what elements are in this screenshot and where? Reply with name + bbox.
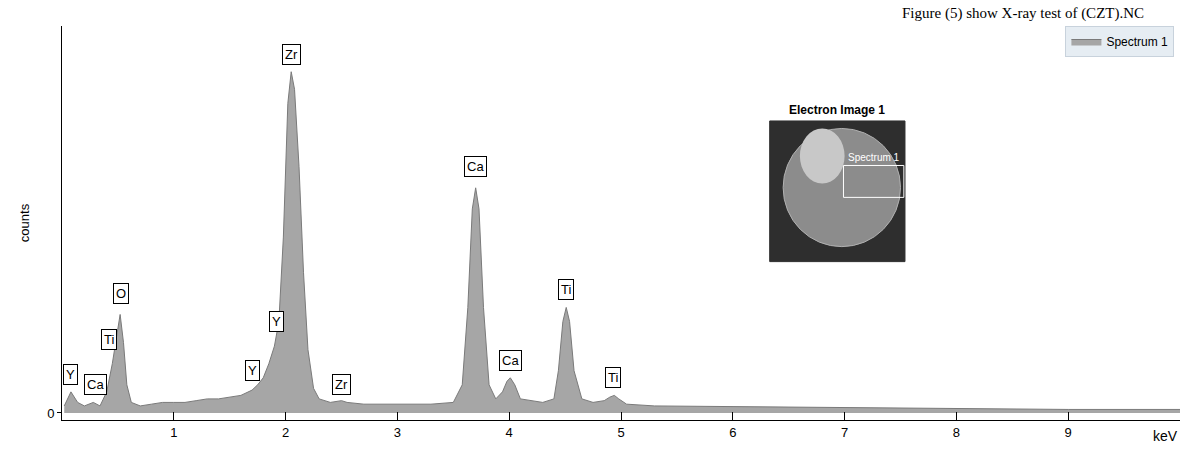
- svg-text:Zr: Zr: [285, 47, 298, 62]
- svg-text:4: 4: [506, 425, 513, 440]
- svg-text:Ca: Ca: [87, 377, 104, 392]
- svg-text:Ca: Ca: [502, 353, 519, 368]
- svg-text:Spectrum 1: Spectrum 1: [848, 152, 900, 163]
- svg-text:Spectrum 1: Spectrum 1: [1106, 35, 1168, 49]
- svg-text:O: O: [116, 286, 126, 301]
- svg-text:Ca: Ca: [467, 159, 484, 174]
- svg-text:8: 8: [953, 425, 960, 440]
- svg-text:Y: Y: [272, 314, 281, 329]
- svg-text:1: 1: [170, 425, 177, 440]
- svg-text:Y: Y: [248, 363, 257, 378]
- svg-text:2: 2: [282, 425, 289, 440]
- svg-text:counts: counts: [17, 203, 32, 242]
- svg-text:5: 5: [617, 425, 624, 440]
- svg-text:3: 3: [394, 425, 401, 440]
- svg-text:9: 9: [1065, 425, 1072, 440]
- svg-text:Ti: Ti: [104, 332, 114, 347]
- svg-text:6: 6: [729, 425, 736, 440]
- svg-text:keV: keV: [1153, 428, 1178, 444]
- svg-text:Zr: Zr: [335, 377, 348, 392]
- svg-text:Y: Y: [66, 367, 75, 382]
- svg-text:0: 0: [47, 406, 54, 421]
- svg-text:7: 7: [841, 425, 848, 440]
- svg-text:Ti: Ti: [561, 282, 571, 297]
- svg-text:Figure (5) show X-ray test of: Figure (5) show X-ray test of (CZT).NC: [902, 5, 1144, 22]
- svg-text:Electron Image 1: Electron Image 1: [789, 103, 885, 117]
- svg-text:Ti: Ti: [608, 370, 618, 385]
